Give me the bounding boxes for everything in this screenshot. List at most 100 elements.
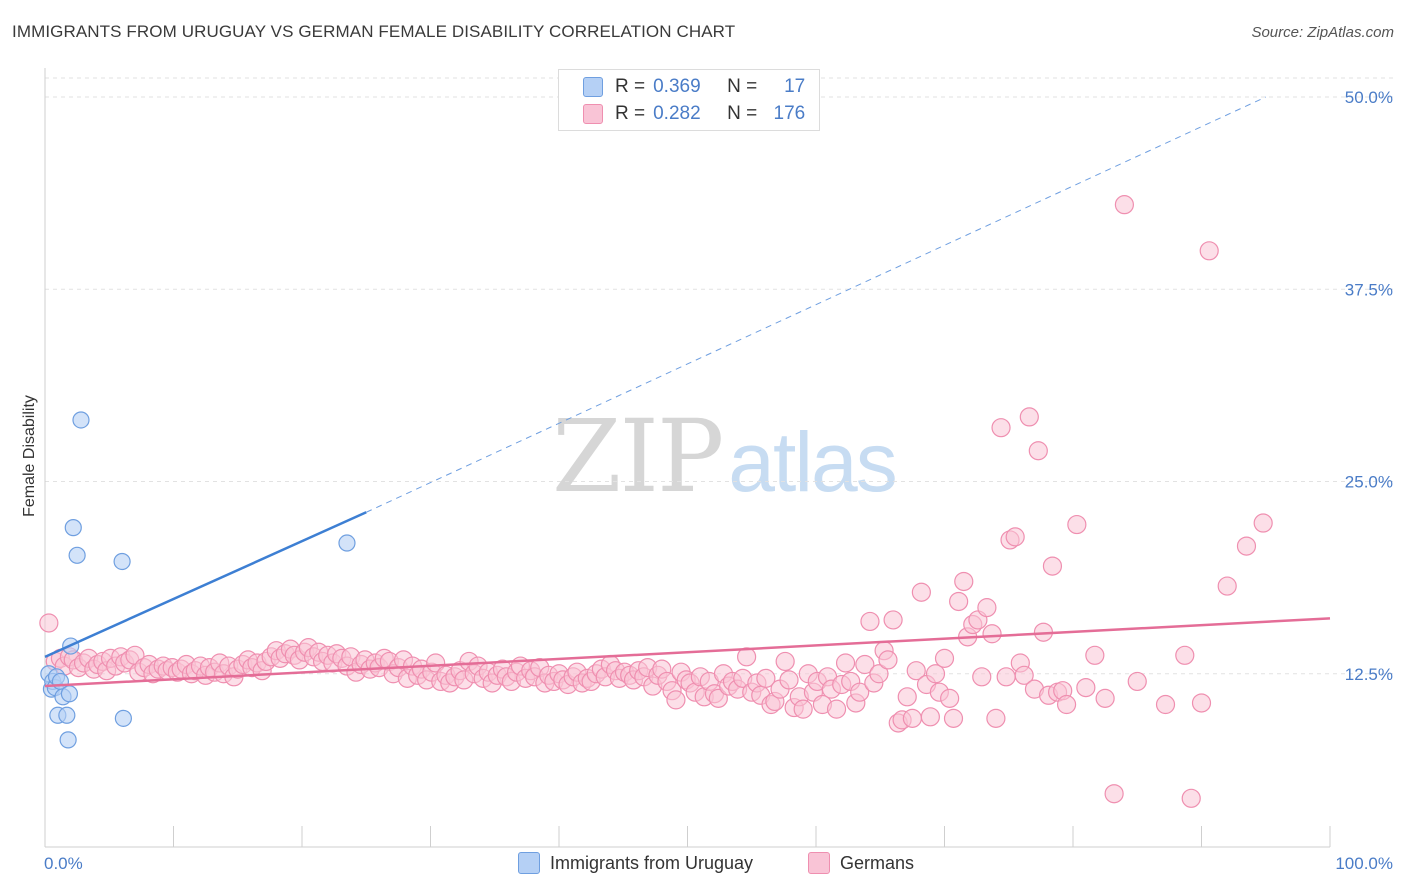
germans-point — [996, 667, 1016, 687]
germans-point — [793, 699, 813, 719]
legend-row-germans: R = 0.282 N = 176 — [583, 102, 805, 126]
chart-title: IMMIGRANTS FROM URUGUAY VS GERMAN FEMALE… — [12, 22, 736, 41]
germans-point — [39, 613, 59, 633]
germans-point — [949, 591, 969, 612]
germans-point — [860, 611, 880, 632]
germans-point — [1217, 576, 1237, 596]
germans-point — [982, 624, 1002, 644]
watermark-atlas: atlas — [728, 415, 897, 509]
legend-n-label: N = — [727, 103, 758, 124]
legend-swatch-uruguay — [583, 77, 603, 97]
germans-point — [902, 708, 922, 728]
germans-point — [925, 664, 946, 684]
germans-point — [779, 670, 799, 690]
germans-point — [883, 610, 903, 630]
uruguay-point — [72, 411, 90, 429]
uruguay-trend-line — [44, 511, 367, 658]
legend-r-label: R = — [615, 76, 646, 97]
germans-point — [943, 708, 964, 728]
germans-point — [920, 707, 940, 727]
germans-point — [972, 667, 992, 687]
bottom-legend-swatch-germans — [808, 852, 830, 874]
uruguay-point — [64, 519, 82, 537]
uruguay-trend-extension — [366, 96, 1266, 513]
x-tick-label: 100.0% — [1335, 854, 1393, 873]
uruguay-point — [114, 709, 132, 727]
germans-point — [1104, 784, 1124, 804]
germans-trend-line — [44, 617, 1331, 688]
germans-point — [906, 661, 926, 681]
germans-point — [897, 687, 917, 707]
germans-point — [934, 648, 955, 668]
correlation-legend: R = 0.369 N = 17 R = 0.282 N = 176 — [558, 69, 820, 131]
germans-point — [1181, 788, 1201, 808]
germans-point — [1056, 694, 1077, 715]
y-tick-label: 25.0% — [1345, 473, 1393, 492]
germans-point — [1175, 645, 1195, 665]
y-axis-label: Female Disability — [21, 395, 38, 517]
germans-point — [756, 668, 776, 688]
germans-point — [850, 682, 870, 702]
germans-point — [426, 653, 446, 673]
bottom-legend-uruguay: Immigrants from Uruguay — [518, 852, 753, 874]
germans-point — [911, 582, 931, 602]
germans-point — [1114, 195, 1135, 215]
germans-point — [954, 571, 974, 592]
axes — [44, 68, 1331, 848]
germans-point — [991, 418, 1011, 438]
watermark-zip: ZIP — [552, 398, 724, 515]
germans-point — [835, 653, 856, 673]
germans-point — [1005, 527, 1025, 547]
legend-n-value: 17 — [784, 76, 806, 97]
germans-point — [1155, 694, 1176, 715]
uruguay-point — [113, 552, 131, 571]
legend-r-value: 0.369 — [653, 76, 701, 97]
germans-point — [1199, 241, 1219, 261]
legend-row-uruguay: R = 0.369 N = 17 — [583, 75, 805, 99]
legend-swatch-germans — [583, 104, 603, 124]
uruguay-point — [338, 534, 356, 552]
germans-point — [855, 654, 875, 675]
germans-point — [1067, 514, 1087, 535]
source-credit: Source: ZipAtlas.com — [1251, 24, 1394, 41]
x-tick-label: 0.0% — [44, 854, 83, 873]
tick-labels: 12.5% 25.0% 37.5% 50.0% 0.0% 100.0% — [44, 88, 1393, 873]
bottom-legend-label-germans: Germans — [840, 852, 915, 873]
y-tick-label: 12.5% — [1345, 665, 1393, 684]
germans-point — [869, 664, 889, 684]
uruguay-point — [59, 731, 77, 749]
bottom-legend-swatch-uruguay — [518, 852, 540, 874]
uruguay-points — [40, 411, 356, 749]
germans-point — [1127, 671, 1147, 692]
trend-lines — [44, 96, 1331, 688]
germans-point — [1076, 677, 1096, 698]
germans-point — [1253, 513, 1273, 533]
germans-point — [666, 690, 686, 710]
legend-n-value: 176 — [773, 103, 806, 124]
germans-point — [708, 688, 728, 708]
uruguay-point — [68, 546, 86, 564]
legend-n-label: N = — [727, 76, 758, 97]
germans-points — [39, 195, 1273, 808]
watermark: ZIPatlas — [552, 398, 898, 515]
germans-point — [1191, 693, 1212, 713]
germans-point — [986, 708, 1006, 728]
uruguay-point — [58, 706, 76, 724]
germans-point — [1085, 645, 1105, 665]
germans-point — [878, 650, 898, 670]
germans-point — [977, 598, 997, 618]
germans-point — [1014, 665, 1034, 685]
germans-point — [737, 647, 757, 667]
legend-r-label: R = — [615, 103, 646, 124]
germans-point — [775, 651, 795, 672]
germans-point — [1019, 407, 1039, 427]
germans-point — [940, 688, 960, 708]
bottom-legend-label-uruguay: Immigrants from Uruguay — [550, 852, 754, 873]
y-tick-label: 50.0% — [1345, 88, 1393, 107]
germans-point — [1095, 688, 1115, 708]
legend-r-value: 0.282 — [653, 103, 701, 124]
y-tick-label: 37.5% — [1345, 280, 1393, 299]
uruguay-point — [60, 685, 79, 703]
germans-point — [826, 699, 847, 719]
